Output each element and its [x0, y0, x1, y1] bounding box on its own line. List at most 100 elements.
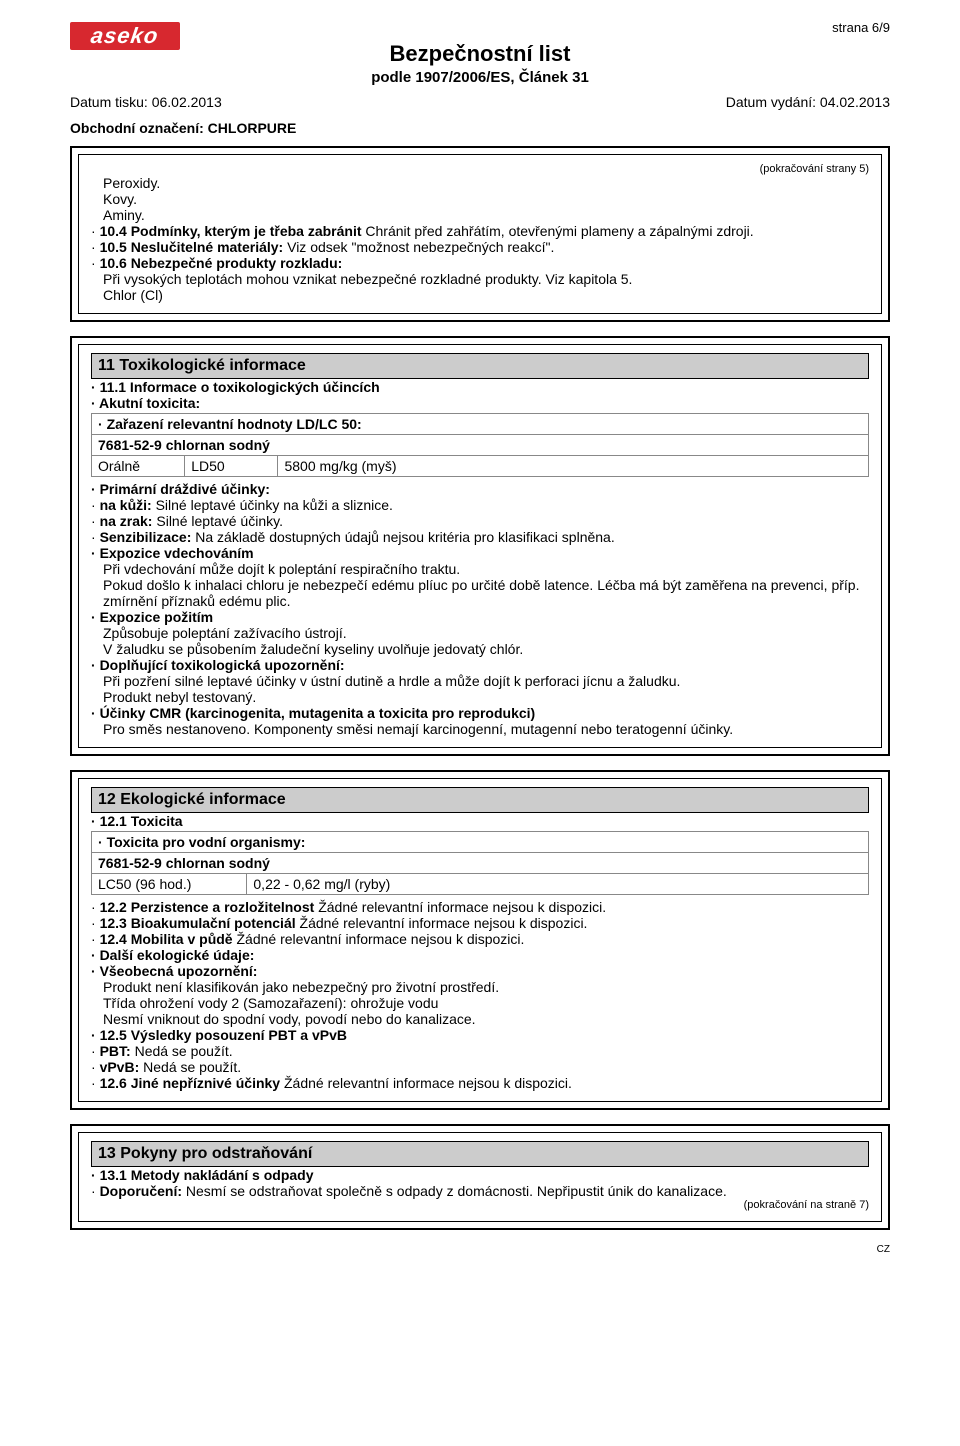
label-12-6: 12.6 Jiné nepříznivé účinky: [100, 1075, 281, 1091]
section-13-header: 13 Pokyny pro odstraňování: [91, 1141, 869, 1167]
label-12-4: 12.4 Mobilita v půdě: [100, 931, 233, 947]
table-aqua: · Toxicita pro vodní organismy: 7681-52-…: [91, 831, 869, 895]
text-12-2: Žádné relevantní informace nejsou k disp…: [314, 899, 606, 915]
label-10-6: 10.6 Nebezpečné produkty rozkladu:: [100, 255, 343, 271]
ldlc-c1: Orálně: [92, 456, 185, 477]
text-aminy: Aminy.: [103, 207, 869, 223]
label-10-4: 10.4 Podmínky, kterým je třeba zabránit: [100, 223, 362, 239]
label-senz: Senzibilizace:: [100, 529, 192, 545]
line-10-6: 10.6 Nebezpečné produkty rozkladu:: [91, 255, 869, 271]
text-expv2: Pokud došlo k inhalaci chloru je nebezpe…: [91, 577, 869, 609]
ldlc-subtitle: 7681-52-9 chlornan sodný: [92, 435, 869, 456]
table-row: 7681-52-9 chlornan sodný: [92, 853, 869, 874]
text-zrak: Silné leptavé účinky.: [152, 513, 282, 529]
ldlc-c2: LD50: [185, 456, 278, 477]
line-dop: Doporučení: Nesmí se odstraňovat společn…: [91, 1183, 869, 1199]
table-row: · Zařazení relevantní hodnoty LD/LC 50:: [92, 414, 869, 435]
label-pbt: PBT:: [100, 1043, 131, 1059]
label-dop: Doporučení:: [100, 1183, 182, 1199]
section-11-header: 11 Toxikologické informace: [91, 353, 869, 379]
text-vpvb: Nedá se použít.: [139, 1059, 241, 1075]
doc-title: Bezpečnostní list: [70, 41, 890, 67]
table-row: LC50 (96 hod.) 0,22 - 0,62 mg/l (ryby): [92, 874, 869, 895]
line-cmr: Účinky CMR (karcinogenita, mutagenita a …: [91, 705, 869, 721]
line-expv: Expozice vdechováním: [91, 545, 869, 561]
table-row: · Toxicita pro vodní organismy:: [92, 832, 869, 853]
text-dop: Nesmí se odstraňovat společně s odpady z…: [182, 1183, 727, 1199]
label-12-3: 12.3 Bioakumulační potenciál: [100, 915, 296, 931]
text-10-5: Viz odsek "možnost nebezpečných reakcí".: [283, 239, 554, 255]
text-12-4: Žádné relevantní informace nejsou k disp…: [233, 931, 525, 947]
ldlc-c3: 5800 mg/kg (myš): [278, 456, 869, 477]
line-12-2: 12.2 Perzistence a rozložitelnost Žádné …: [91, 899, 869, 915]
aqua-subtitle: 7681-52-9 chlornan sodný: [92, 853, 869, 874]
line-prim: Primární dráždivé účinky:: [91, 481, 869, 497]
text-vse1: Produkt není klasifikován jako nebezpečn…: [91, 979, 869, 995]
text-10-4: Chránit před zahřátím, otevřenými plamen…: [362, 223, 754, 239]
line-11-1: 11.1 Informace o toxikologických účincíc…: [91, 379, 869, 395]
line-dopl: Doplňující toxikologická upozornění:: [91, 657, 869, 673]
text-expv1: Při vdechování může dojít k poleptání re…: [91, 561, 869, 577]
label-12-2: 12.2 Perzistence a rozložitelnost: [100, 899, 315, 915]
table-row: Orálně LD50 5800 mg/kg (myš): [92, 456, 869, 477]
label-zrak: na zrak:: [100, 513, 153, 529]
ldlc-title: Zařazení relevantní hodnoty LD/LC 50:: [107, 416, 362, 432]
issue-date: Datum vydání: 04.02.2013: [726, 94, 890, 110]
frame-sec12: 12 Ekologické informace 12.1 Toxicita · …: [70, 770, 890, 1110]
country-code: CZ: [70, 1244, 890, 1255]
text-vse2: Třída ohrožení vody 2 (Samozařazení): oh…: [91, 995, 869, 1011]
line-13-1: 13.1 Metody nakládání s odpady: [91, 1167, 869, 1183]
line-pbt: PBT: Nedá se použít.: [91, 1043, 869, 1059]
text-12-6: Žádné relevantní informace nejsou k disp…: [280, 1075, 572, 1091]
line-10-4: 10.4 Podmínky, kterým je třeba zabránit …: [91, 223, 869, 239]
line-12-3: 12.3 Bioakumulační potenciál Žádné relev…: [91, 915, 869, 931]
doc-subtitle: podle 1907/2006/ES, Článek 31: [70, 69, 890, 86]
continued-from: (pokračování strany 5): [91, 163, 869, 175]
aqua-c1: LC50 (96 hod.): [92, 874, 247, 895]
brand-logo-text: aseko: [89, 23, 160, 49]
aqua-title: Toxicita pro vodní organismy:: [107, 834, 306, 850]
line-10-5: 10.5 Neslučitelné materiály: Viz odsek "…: [91, 239, 869, 255]
continued-to: (pokračování na straně 7): [91, 1199, 869, 1211]
section-12-header: 12 Ekologické informace: [91, 787, 869, 813]
label-vpvb: vPvB:: [100, 1059, 140, 1075]
text-kuzi: Silné leptavé účinky na kůži a sliznice.: [152, 497, 393, 513]
line-akut: Akutní toxicita:: [91, 395, 869, 411]
frame-sec11: 11 Toxikologické informace 11.1 Informac…: [70, 336, 890, 756]
print-date: Datum tisku: 06.02.2013: [70, 94, 222, 110]
line-senz: Senzibilizace: Na základě dostupných úda…: [91, 529, 869, 545]
label-kuzi: na kůži:: [100, 497, 152, 513]
line-12-6: 12.6 Jiné nepříznivé účinky Žádné releva…: [91, 1075, 869, 1091]
text-peroxidy: Peroxidy.: [103, 175, 869, 191]
text-dopl1: Při pozření silné leptavé účinky v ústní…: [91, 673, 869, 689]
trade-name: Obchodní označení: CHLORPURE: [70, 120, 890, 136]
text-dopl2: Produkt nebyl testovaný.: [91, 689, 869, 705]
text-10-6-1: Při vysokých teplotách mohou vznikat neb…: [91, 271, 869, 287]
line-vse: Všeobecná upozornění:: [91, 963, 869, 979]
text-cmr: Pro směs nestanoveno. Komponenty směsi n…: [91, 721, 869, 737]
table-ldlc: · Zařazení relevantní hodnoty LD/LC 50: …: [91, 413, 869, 477]
label-10-5: 10.5 Neslučitelné materiály:: [100, 239, 284, 255]
text-kovy: Kovy.: [103, 191, 869, 207]
line-kuzi: na kůži: Silné leptavé účinky na kůži a …: [91, 497, 869, 513]
table-row: 7681-52-9 chlornan sodný: [92, 435, 869, 456]
line-dalsi: Další ekologické údaje:: [91, 947, 869, 963]
brand-logo: aseko: [70, 22, 180, 50]
text-10-6-2: Chlor (Cl): [91, 287, 869, 303]
text-senz: Na základě dostupných údajů nejsou krité…: [191, 529, 614, 545]
line-vpvb: vPvB: Nedá se použít.: [91, 1059, 869, 1075]
line-12-4: 12.4 Mobilita v půdě Žádné relevantní in…: [91, 931, 869, 947]
line-12-1: 12.1 Toxicita: [91, 813, 869, 829]
line-12-5: 12.5 Výsledky posouzení PBT a vPvB: [91, 1027, 869, 1043]
text-vse3: Nesmí vniknout do spodní vody, povodí ne…: [91, 1011, 869, 1027]
text-expp2: V žaludku se působením žaludeční kyselin…: [91, 641, 869, 657]
line-zrak: na zrak: Silné leptavé účinky.: [91, 513, 869, 529]
page-number: strana 6/9: [70, 20, 890, 35]
text-12-3: Žádné relevantní informace nejsou k disp…: [296, 915, 588, 931]
text-pbt: Nedá se použít.: [131, 1043, 233, 1059]
frame-sec13: 13 Pokyny pro odstraňování 13.1 Metody n…: [70, 1124, 890, 1230]
line-expp: Expozice požitím: [91, 609, 869, 625]
text-expp1: Způsobuje poleptání zažívacího ústrojí.: [91, 625, 869, 641]
aqua-c2: 0,22 - 0,62 mg/l (ryby): [247, 874, 869, 895]
frame-sec10: (pokračování strany 5) Peroxidy. Kovy. A…: [70, 146, 890, 322]
